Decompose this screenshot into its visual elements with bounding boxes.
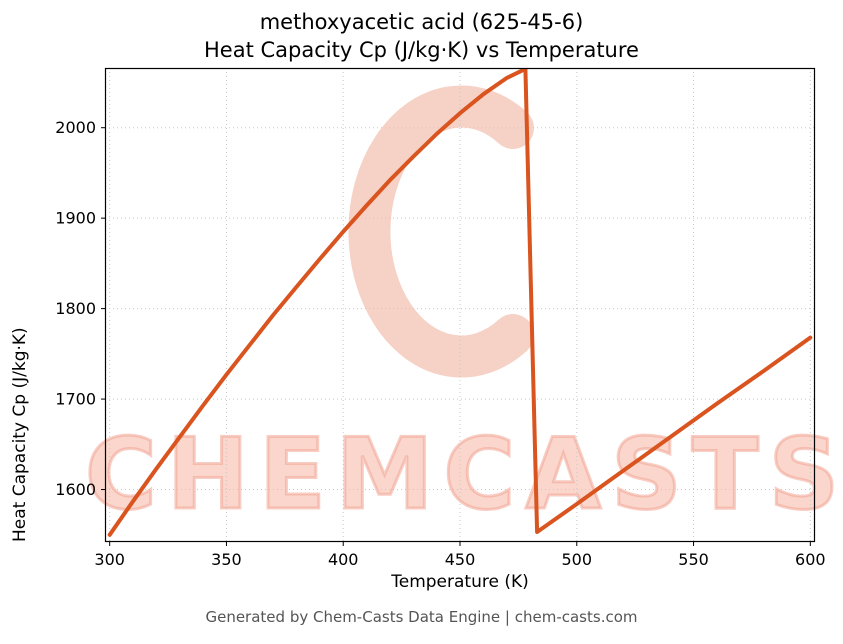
- y-tick-label: 1900: [55, 209, 96, 228]
- x-tick-label: 500: [562, 550, 593, 569]
- x-tick-label: 600: [795, 550, 826, 569]
- x-axis-label: Temperature (K): [391, 572, 529, 592]
- plot-border: [104, 67, 816, 543]
- y-axis-label: Heat Capacity Cp (J/kg·K): [10, 327, 30, 542]
- x-tick-label: 400: [328, 550, 359, 569]
- footer-text: Generated by Chem-Casts Data Engine | ch…: [205, 608, 638, 626]
- y-tick-label: 1800: [55, 299, 96, 318]
- cp-curve: [107, 68, 813, 537]
- chart-title-line1: methoxyacetic acid (625-45-6): [259, 10, 584, 34]
- x-tick-label: 300: [94, 550, 125, 569]
- chart-title-line2: Heat Capacity Cp (J/kg·K) vs Temperature: [204, 38, 639, 62]
- y-tick-label: 1700: [55, 390, 96, 409]
- c-swirl-path: [348, 85, 534, 378]
- chart-title: methoxyacetic acid (625-45-6) Heat Capac…: [0, 8, 843, 64]
- x-tick-label: 450: [445, 550, 476, 569]
- watermark-text: CHEMCASTS: [84, 417, 843, 534]
- watermark-logo-c-icon: [345, 80, 575, 385]
- x-tick-label: 550: [678, 550, 709, 569]
- x-tick-label: 350: [211, 550, 242, 569]
- y-tick-label: 1600: [55, 480, 96, 499]
- y-tick-label: 2000: [55, 118, 96, 137]
